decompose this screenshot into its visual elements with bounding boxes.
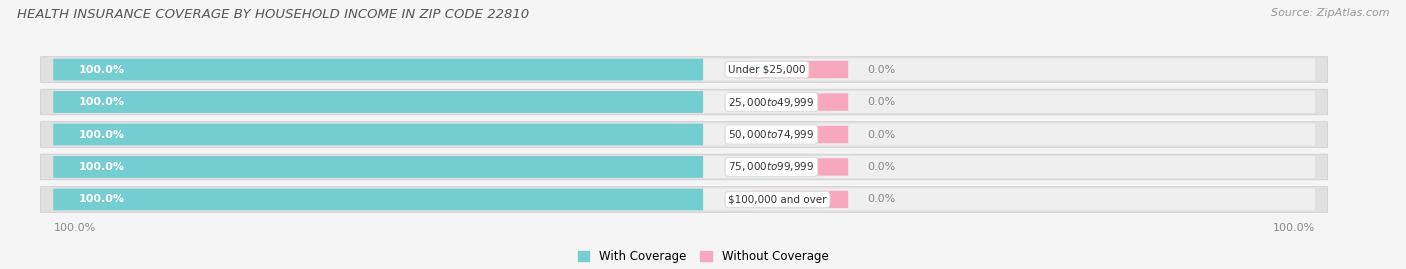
Text: 0.0%: 0.0% <box>868 194 896 204</box>
Text: $75,000 to $99,999: $75,000 to $99,999 <box>728 161 814 174</box>
Text: 0.0%: 0.0% <box>868 97 896 107</box>
Text: 100.0%: 100.0% <box>1272 223 1315 233</box>
Text: Under $25,000: Under $25,000 <box>728 65 806 75</box>
FancyBboxPatch shape <box>53 91 1315 113</box>
Text: HEALTH INSURANCE COVERAGE BY HOUSEHOLD INCOME IN ZIP CODE 22810: HEALTH INSURANCE COVERAGE BY HOUSEHOLD I… <box>17 8 529 21</box>
FancyBboxPatch shape <box>53 124 703 145</box>
FancyBboxPatch shape <box>53 156 1315 178</box>
Text: 0.0%: 0.0% <box>868 129 896 140</box>
FancyBboxPatch shape <box>754 93 848 111</box>
Text: $50,000 to $74,999: $50,000 to $74,999 <box>728 128 814 141</box>
Text: 100.0%: 100.0% <box>79 65 125 75</box>
FancyBboxPatch shape <box>53 91 703 113</box>
Text: 100.0%: 100.0% <box>79 162 125 172</box>
FancyBboxPatch shape <box>754 191 848 208</box>
Text: $25,000 to $49,999: $25,000 to $49,999 <box>728 95 814 108</box>
Text: 100.0%: 100.0% <box>79 129 125 140</box>
Text: Source: ZipAtlas.com: Source: ZipAtlas.com <box>1271 8 1389 18</box>
FancyBboxPatch shape <box>41 187 1327 212</box>
FancyBboxPatch shape <box>41 57 1327 82</box>
FancyBboxPatch shape <box>53 189 703 210</box>
FancyBboxPatch shape <box>53 58 1315 81</box>
Text: 0.0%: 0.0% <box>868 65 896 75</box>
Text: 100.0%: 100.0% <box>79 194 125 204</box>
FancyBboxPatch shape <box>754 158 848 176</box>
FancyBboxPatch shape <box>41 154 1327 180</box>
Legend: With Coverage, Without Coverage: With Coverage, Without Coverage <box>578 250 828 263</box>
FancyBboxPatch shape <box>53 188 1315 211</box>
Text: 100.0%: 100.0% <box>79 97 125 107</box>
FancyBboxPatch shape <box>41 122 1327 147</box>
Text: $100,000 and over: $100,000 and over <box>728 194 827 204</box>
FancyBboxPatch shape <box>41 89 1327 115</box>
FancyBboxPatch shape <box>53 123 1315 146</box>
Text: 100.0%: 100.0% <box>53 223 96 233</box>
FancyBboxPatch shape <box>53 156 703 178</box>
FancyBboxPatch shape <box>754 61 848 78</box>
FancyBboxPatch shape <box>53 59 703 80</box>
Text: 0.0%: 0.0% <box>868 162 896 172</box>
FancyBboxPatch shape <box>754 126 848 143</box>
